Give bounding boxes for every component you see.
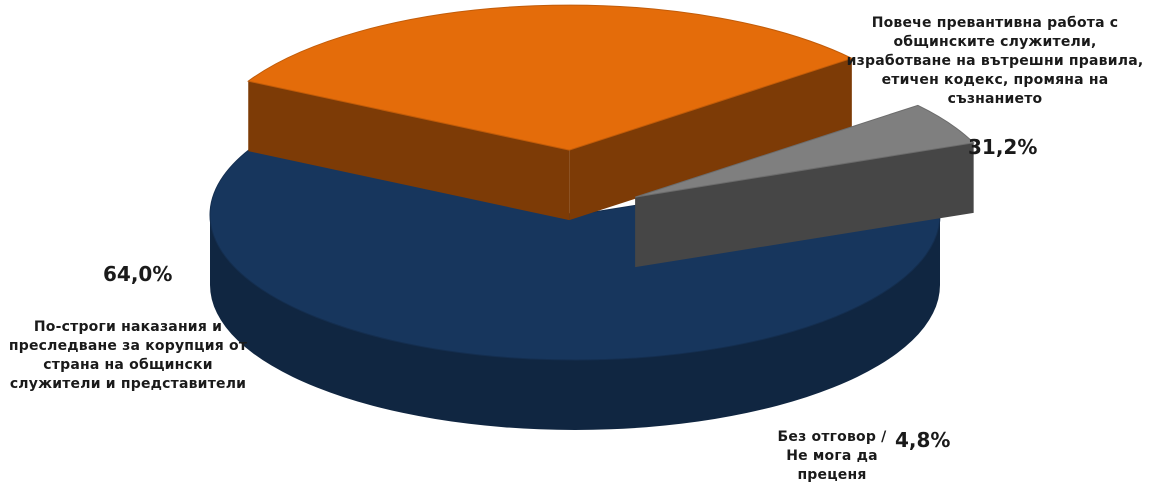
slice-value-label-blue: 64,0% bbox=[103, 262, 173, 286]
slice-outer-wall-blue bbox=[210, 215, 940, 430]
slice-side-wall-gray-1 bbox=[635, 142, 974, 268]
slice-label-gray: Без отговор / Не мога да преценя bbox=[777, 429, 887, 483]
slice-value-label-orange: 31,2% bbox=[968, 135, 1038, 159]
pie-slice-gray bbox=[635, 104, 975, 198]
slice-value-label-gray: 4,8% bbox=[895, 428, 951, 452]
slice-side-wall-orange-1 bbox=[569, 58, 852, 221]
slice-label-blue: По-строги наказания и преследване за кор… bbox=[8, 319, 248, 392]
pie-slice-orange bbox=[247, 4, 854, 151]
slice-side-wall-orange-0 bbox=[248, 81, 570, 221]
slice-label-orange: Повече превантивна работа с общинските с… bbox=[846, 15, 1144, 107]
